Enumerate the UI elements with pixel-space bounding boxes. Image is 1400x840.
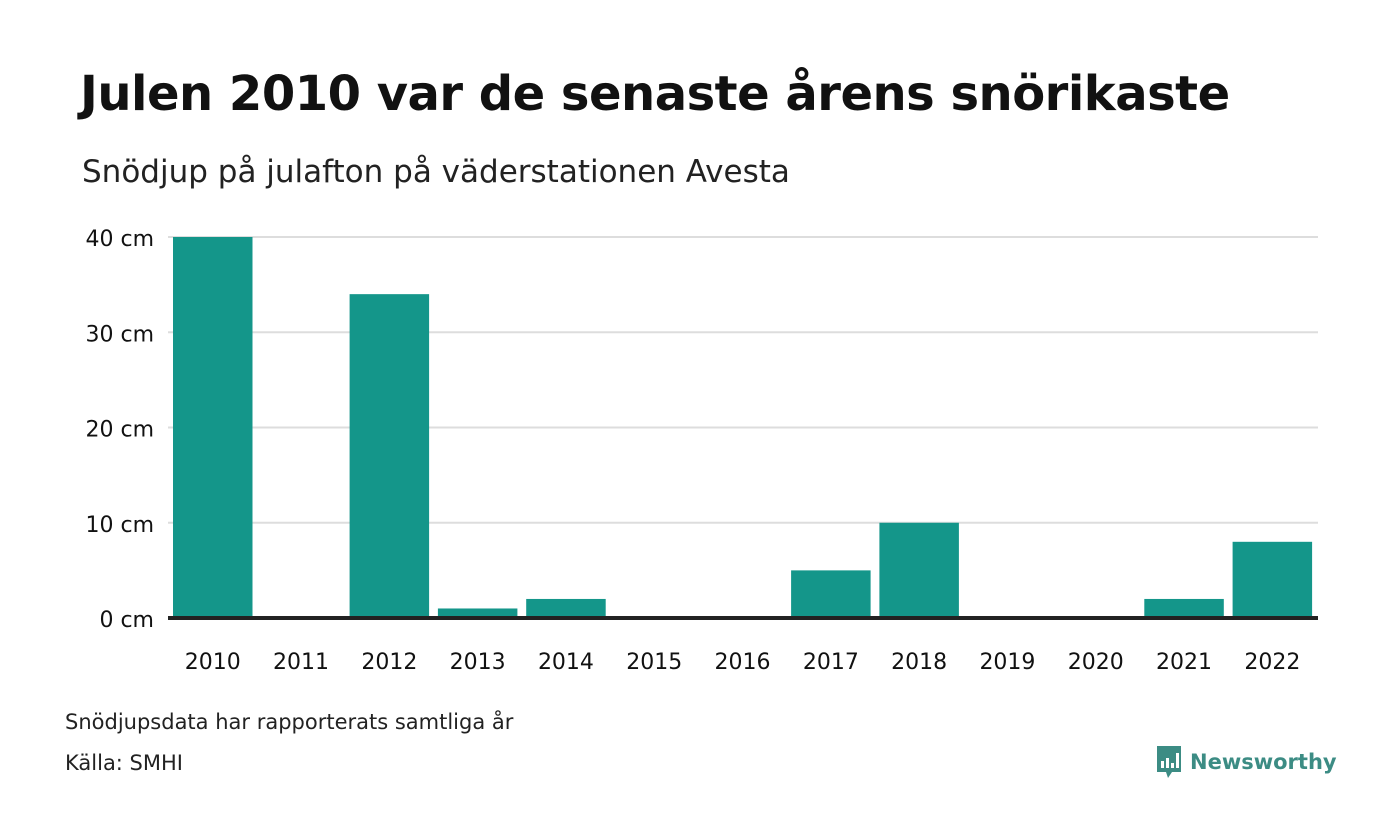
bar-2013 [437, 608, 518, 618]
x-tick-label: 2010 [185, 650, 241, 675]
y-tick-label: 20 cm [85, 418, 154, 443]
y-tick-label: 10 cm [85, 513, 154, 538]
x-tick-label: 2020 [1068, 650, 1124, 675]
x-tick-label: 2011 [273, 650, 329, 675]
y-tick-label: 30 cm [85, 322, 154, 347]
y-tick-label: 40 cm [85, 227, 154, 252]
bar-2010 [173, 237, 253, 618]
x-tick-label: 2021 [1156, 650, 1212, 675]
x-tick-label: 2012 [361, 650, 417, 675]
x-tick-label: 2022 [1244, 650, 1300, 675]
newsworthy-logo[interactable]: Newsworthy [1155, 744, 1337, 780]
x-tick-label: 2013 [450, 650, 506, 675]
bar-2022 [1232, 541, 1313, 618]
x-tick-label: 2018 [891, 650, 947, 675]
bar-2012 [349, 294, 430, 618]
axes: 0 cm 10 cm 20 cm 30 cm 40 cm 2010 2011 2012 2013… [85, 227, 1318, 675]
gridlines [168, 236, 1318, 524]
x-tick-label: 2014 [538, 650, 594, 675]
source-credit: Källa: SMHI [65, 751, 183, 775]
newsworthy-logo-icon [1157, 746, 1181, 778]
y-tick-label: 0 cm [99, 608, 154, 633]
chart-subtitle: Snödjup på julafton på väderstationen Av… [82, 154, 790, 190]
x-tick-label: 2017 [803, 650, 859, 675]
bars [173, 237, 1313, 618]
chart-title: Julen 2010 var de senaste årens snörikas… [80, 66, 1230, 122]
bar-2017 [791, 570, 871, 618]
x-tick-label: 2016 [715, 650, 771, 675]
bar-2014 [526, 598, 606, 618]
bar-2018 [879, 522, 959, 618]
data-note: Snödjupsdata har rapporterats samtliga å… [65, 710, 514, 734]
x-tick-label: 2015 [626, 650, 682, 675]
brand-name: Newsworthy [1190, 750, 1337, 774]
x-tick-label: 2019 [979, 650, 1035, 675]
bar-2021 [1144, 598, 1224, 618]
